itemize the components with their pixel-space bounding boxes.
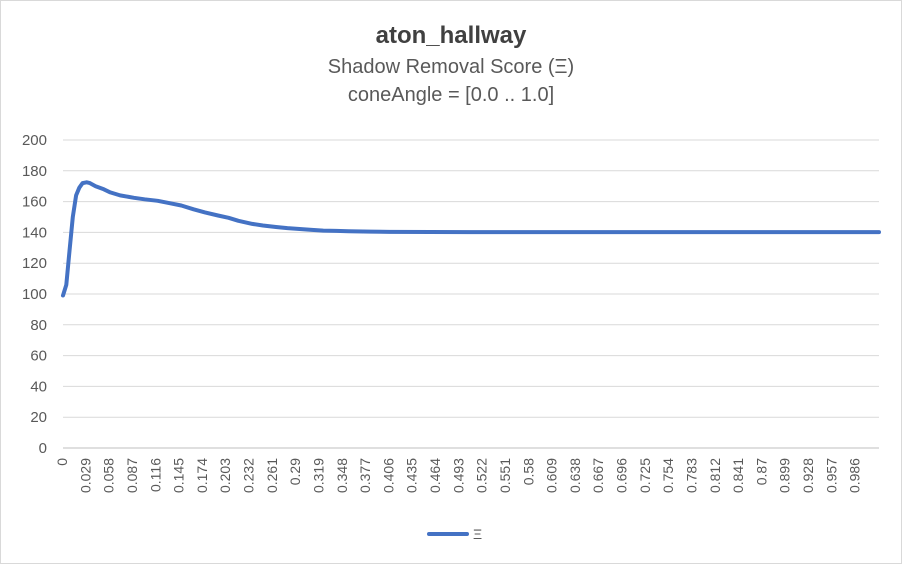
x-tick-label: 0.754 <box>660 458 676 493</box>
series-line <box>61 180 881 298</box>
x-tick-label: 0.957 <box>823 458 839 493</box>
x-tick-label: 0.899 <box>777 458 793 493</box>
x-tick-label: 0.58 <box>520 458 536 485</box>
x-tick-label: 0.725 <box>637 458 653 493</box>
x-tick-label: 0.377 <box>357 458 373 493</box>
x-tick-label: 0.812 <box>707 458 723 493</box>
x-tick-label: 0.522 <box>474 458 490 493</box>
x-tick-label: 0.667 <box>590 458 606 493</box>
x-tick-label: 0.87 <box>753 458 769 485</box>
y-tick-label: 200 <box>22 132 47 149</box>
y-tick-label: 100 <box>22 286 47 303</box>
x-tick-label: 0.174 <box>194 458 210 493</box>
chart-title: aton_hallway <box>375 22 527 49</box>
x-tick-label: 0.551 <box>497 458 513 493</box>
legend-label: Ξ <box>473 526 482 542</box>
x-tick-label: 0.696 <box>614 458 630 493</box>
y-tick-label: 180 <box>22 163 47 180</box>
y-tick-label: 120 <box>22 255 47 272</box>
chart-subtitle-2: coneAngle = [0.0 .. 1.0] <box>347 84 555 106</box>
x-tick-label: 0.841 <box>730 458 746 493</box>
y-tick-label: 20 <box>30 409 47 426</box>
x-tick-label: 0.986 <box>847 458 863 493</box>
y-tick-label: 80 <box>30 317 47 334</box>
x-tick-label: 0.319 <box>310 458 326 493</box>
y-tick-label: 0 <box>39 440 47 457</box>
x-tick-label: 0.406 <box>380 458 396 493</box>
y-tick-label: 160 <box>22 194 47 211</box>
x-tick-label: 0.928 <box>800 458 816 493</box>
x-tick-label: 0.464 <box>427 458 443 493</box>
y-tick-label: 60 <box>30 348 47 365</box>
x-tick-label: 0.087 <box>124 458 140 493</box>
x-tick-label: 0.029 <box>77 458 93 493</box>
x-tick-label: 0.783 <box>683 458 699 493</box>
x-tick-label: 0.638 <box>567 458 583 493</box>
y-tick-label: 40 <box>30 378 47 395</box>
y-tick-label: 140 <box>22 224 47 241</box>
x-tick-label: 0.348 <box>334 458 350 493</box>
chart-subtitle-1: Shadow Removal Score (Ξ) <box>327 56 575 78</box>
x-tick-label: 0.435 <box>404 458 420 493</box>
title-block: aton_hallway Shadow Removal Score (Ξ) co… <box>1 19 901 109</box>
x-tick-label: 0.145 <box>171 458 187 493</box>
x-tick-label: 0.116 <box>147 458 163 492</box>
x-tick-label: 0.058 <box>101 458 117 493</box>
x-tick-label: 0 <box>54 458 70 466</box>
x-tick-label: 0.29 <box>287 458 303 485</box>
x-tick-label: 0.232 <box>241 458 257 493</box>
x-tick-label: 0.609 <box>544 458 560 493</box>
x-tick-label: 0.493 <box>450 458 466 493</box>
x-tick-label: 0.203 <box>217 458 233 493</box>
x-tick-label: 0.261 <box>264 458 280 493</box>
